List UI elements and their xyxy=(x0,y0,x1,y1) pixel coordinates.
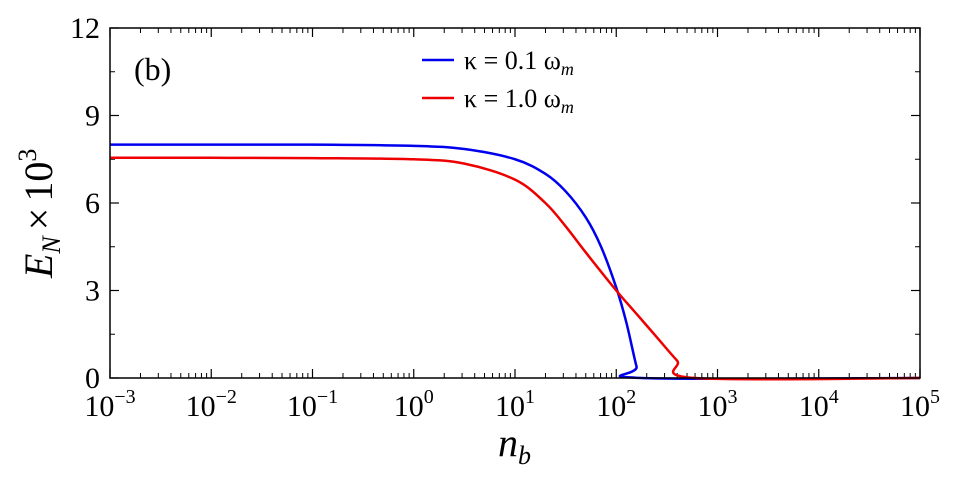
x-tick-label: 100 xyxy=(394,386,434,423)
x-tick-exp: 5 xyxy=(930,386,940,408)
y-axis-title-base: E xyxy=(16,254,61,279)
x-tick-label: 10−1 xyxy=(287,386,338,423)
legend-label-main: κ = 0.1 ω xyxy=(464,46,561,75)
x-tick-exp: 4 xyxy=(829,386,839,408)
x-axis-title-sub: b xyxy=(518,441,531,470)
x-tick-label: 102 xyxy=(596,386,636,423)
x-tick-label: 105 xyxy=(900,386,940,423)
x-axis-title: nb xyxy=(498,420,531,470)
x-tick-base: 10 xyxy=(394,390,424,423)
x-tick-label: 103 xyxy=(698,386,738,423)
x-tick-base: 10 xyxy=(186,390,216,423)
legend-label-2: κ = 1.0 ωm xyxy=(464,84,574,117)
series-line-2 xyxy=(109,156,921,381)
legend-label-sub: m xyxy=(561,97,574,117)
x-tick-base: 10 xyxy=(84,390,114,423)
x-tick-exp: 0 xyxy=(424,386,434,408)
y-tick-label: 6 xyxy=(85,187,100,220)
y-axis-title-exp: 3 xyxy=(13,149,42,162)
y-axis-title-ten: 10 xyxy=(16,162,61,202)
y-tick-label: 0 xyxy=(85,362,100,395)
x-tick-exp: 3 xyxy=(728,386,738,408)
y-axis-title: EN × 103 xyxy=(13,149,66,279)
legend: κ = 0.1 ωmκ = 1.0 ωm xyxy=(422,46,574,117)
x-tick-exp: −3 xyxy=(114,386,135,408)
y-axis-title-times: × xyxy=(16,208,61,231)
x-tick-label: 101 xyxy=(495,386,535,423)
x-tick-exp: −2 xyxy=(216,386,237,408)
x-tick-labels: 10−3 10−2 10−1 100 101 102 103 104 105 xyxy=(84,386,940,423)
x-tick-base: 10 xyxy=(698,390,728,423)
x-tick-base: 10 xyxy=(900,390,930,423)
x-tick-base: 10 xyxy=(495,390,525,423)
legend-label-1: κ = 0.1 ωm xyxy=(464,46,574,79)
plot-frame xyxy=(109,27,921,379)
x-tick-base: 10 xyxy=(799,390,829,423)
x-tick-exp: 2 xyxy=(626,386,636,408)
legend-label-sub: m xyxy=(561,59,574,79)
y-tick-label: 3 xyxy=(85,275,100,308)
plot-area xyxy=(110,28,920,378)
panel-label: (b) xyxy=(134,51,171,87)
y-tick-labels: 0 3 6 9 12 xyxy=(70,12,100,395)
x-tick-label: 104 xyxy=(799,386,839,423)
x-axis-title-base: n xyxy=(498,420,518,465)
x-tick-exp: −1 xyxy=(317,386,338,408)
series-line-1 xyxy=(110,143,921,381)
series-layer xyxy=(109,143,921,381)
y-tick-label: 12 xyxy=(70,12,100,45)
y-axis-title-sub: N xyxy=(37,235,66,255)
y-tick-label: 9 xyxy=(85,100,100,133)
x-tick-label: 10−2 xyxy=(186,386,237,423)
x-tick-label: 10−3 xyxy=(84,386,135,423)
x-tick-base: 10 xyxy=(287,390,317,423)
minor-ticks xyxy=(110,28,920,378)
legend-label-main: κ = 1.0 ω xyxy=(464,84,561,113)
x-tick-base: 10 xyxy=(596,390,626,423)
x-tick-exp: 1 xyxy=(525,386,535,408)
